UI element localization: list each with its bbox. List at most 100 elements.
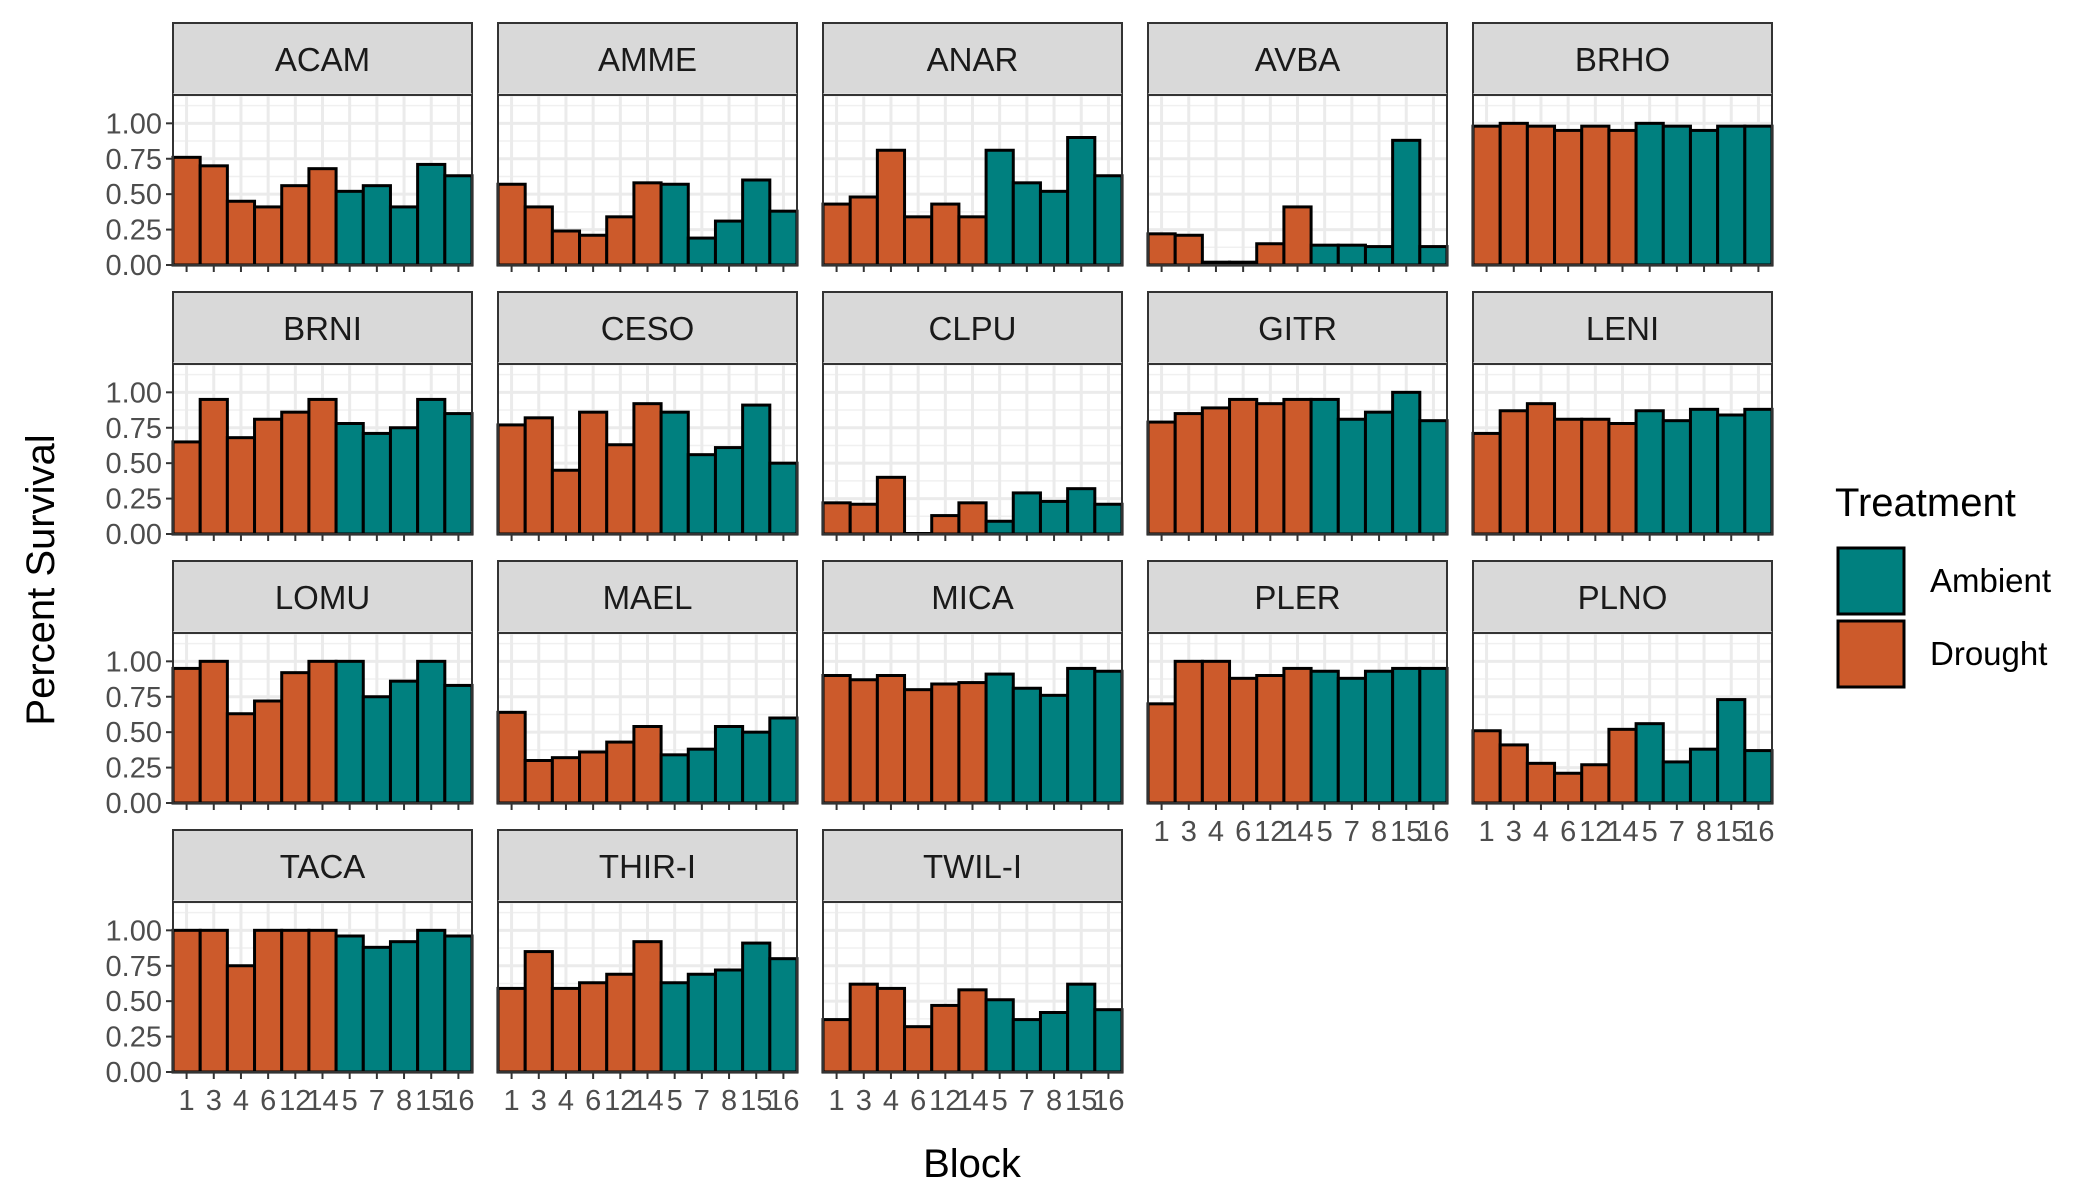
- y-tick-label: 0.25: [106, 484, 162, 516]
- bar-ceso-block-6: [578, 410, 609, 536]
- bar-amme-block-6: [578, 233, 609, 267]
- x-tick-label: 4: [1208, 816, 1224, 848]
- bar-lomu-block-16: [443, 683, 474, 805]
- panel-brho: BRHO: [1471, 22, 1774, 272]
- legend-label-ambient: Ambient: [1930, 562, 2051, 599]
- x-tick-label: 7: [1669, 816, 1685, 848]
- bar-mica-block-3: [848, 678, 879, 805]
- x-tick-label: 16: [442, 1085, 474, 1117]
- facet-strip-label: THIR-I: [599, 848, 696, 885]
- bar-taca-block-5: [334, 934, 365, 1074]
- bar-brni-block-16: [443, 412, 474, 536]
- bar-mica-block-8: [1038, 693, 1070, 805]
- bar-thir-i-block-1: [496, 986, 527, 1074]
- bar-brho-block-3: [1498, 121, 1529, 267]
- facet-strip: [822, 291, 1123, 365]
- panel-clpu: CLPU: [821, 291, 1124, 541]
- bar-gitr-block-3: [1173, 412, 1204, 536]
- bar-clpu-block-4: [875, 475, 907, 536]
- bar-mael-block-12: [605, 740, 636, 805]
- bar-avba-block-1: [1146, 232, 1177, 267]
- x-tick-label: 3: [856, 1085, 872, 1117]
- bar-lomu-block-3: [198, 659, 229, 805]
- bar-amme-block-14: [632, 181, 663, 267]
- facet-strip-label: GITR: [1258, 310, 1337, 347]
- bar-taca-block-12: [280, 928, 311, 1074]
- bar-gitr-block-12: [1255, 402, 1286, 536]
- bar-plno-block-12: [1580, 763, 1611, 805]
- bar-clpu-block-5: [984, 519, 1015, 536]
- bar-ceso-block-12: [605, 443, 636, 536]
- bar-gitr-block-8: [1363, 410, 1395, 536]
- bar-acam-block-6: [253, 205, 284, 267]
- bar-brni-block-15: [416, 397, 447, 536]
- facet-strip: [172, 22, 473, 96]
- y-tick-label: 0.50: [106, 179, 162, 211]
- bar-pler-block-6: [1228, 676, 1259, 805]
- bar-plno-block-4: [1525, 761, 1557, 805]
- x-tick-label: 12: [1254, 816, 1286, 848]
- bar-leni-block-6: [1553, 417, 1584, 536]
- bar-mica-block-12: [930, 682, 961, 805]
- x-tick-label: 12: [1579, 816, 1611, 848]
- bar-plno-block-16: [1743, 749, 1774, 805]
- bar-twil-i-block-6: [903, 1025, 934, 1074]
- bar-leni-block-5: [1634, 409, 1665, 536]
- facet-strip: [172, 829, 473, 903]
- bar-anar-block-4: [875, 148, 907, 267]
- panel-gitr: GITR: [1146, 291, 1449, 541]
- bar-twil-i-block-15: [1066, 982, 1097, 1074]
- bar-plno-block-6: [1553, 771, 1584, 805]
- bar-leni-block-14: [1607, 422, 1638, 536]
- y-tick-label: 1.00: [106, 377, 162, 409]
- bar-brni-block-12: [280, 410, 311, 536]
- bar-taca-block-3: [198, 928, 229, 1074]
- panel-mica: MICA: [821, 560, 1124, 810]
- bar-thir-i-block-3: [523, 950, 554, 1074]
- x-tick-label: 3: [531, 1085, 547, 1117]
- bar-acam-block-12: [280, 184, 311, 267]
- bar-brni-block-6: [253, 417, 284, 536]
- bar-brni-block-14: [307, 397, 338, 536]
- bar-anar-block-14: [957, 215, 988, 267]
- bar-twil-i-block-14: [957, 988, 988, 1074]
- x-tick-label: 6: [260, 1085, 276, 1117]
- panel-amme: AMME: [496, 22, 799, 272]
- bar-thir-i-block-14: [632, 940, 663, 1074]
- facet-strip: [1472, 560, 1773, 634]
- bar-amme-block-4: [550, 229, 582, 267]
- bar-ceso-block-1: [496, 423, 527, 536]
- y-tick-label: 0.25: [106, 753, 162, 785]
- x-tick-label: 5: [667, 1085, 683, 1117]
- panel-leni: LENI: [1471, 291, 1774, 541]
- y-tick-label: 0.00: [106, 788, 162, 820]
- facet-strip-label: TACA: [280, 848, 366, 885]
- bar-plno-block-8: [1688, 747, 1720, 805]
- y-tick-label: 0.50: [106, 448, 162, 480]
- y-tick-label: 0.00: [106, 1057, 162, 1089]
- facet-strip-label: LOMU: [275, 579, 370, 616]
- y-axis-title: Percent Survival: [19, 434, 63, 725]
- bar-twil-i-block-4: [875, 986, 907, 1074]
- x-tick-label: 4: [883, 1085, 899, 1117]
- x-tick-label: 7: [1344, 816, 1360, 848]
- bar-taca-block-6: [253, 928, 284, 1074]
- x-tick-label: 8: [1046, 1085, 1062, 1117]
- bar-pler-block-5: [1309, 669, 1340, 805]
- bar-lomu-block-7: [361, 695, 392, 805]
- bar-acam-block-14: [307, 167, 338, 267]
- bar-taca-block-8: [388, 940, 420, 1074]
- bar-gitr-block-5: [1309, 397, 1340, 536]
- facet-strip: [497, 291, 798, 365]
- y-tick-label: 1.00: [106, 646, 162, 678]
- bar-mael-block-6: [578, 750, 609, 805]
- bar-lomu-block-6: [253, 699, 284, 805]
- bar-gitr-block-16: [1418, 419, 1449, 536]
- bar-brni-block-4: [225, 436, 257, 536]
- x-tick-label: 4: [1533, 816, 1549, 848]
- bar-anar-block-8: [1038, 189, 1070, 267]
- bar-lomu-block-8: [388, 679, 420, 805]
- x-tick-label: 8: [396, 1085, 412, 1117]
